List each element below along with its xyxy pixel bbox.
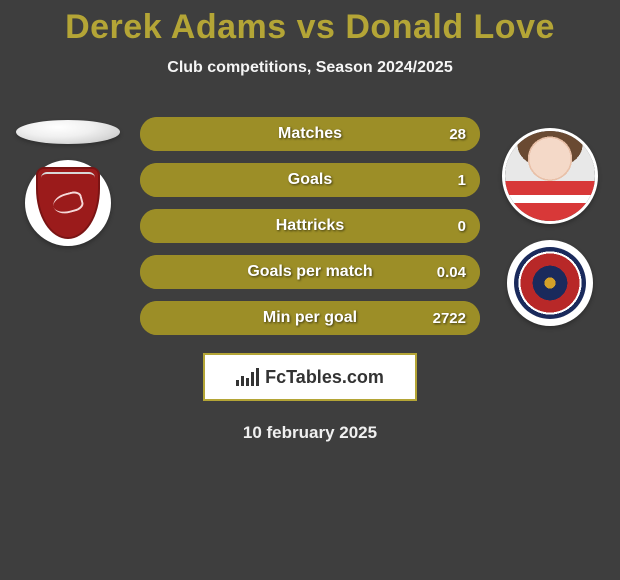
stat-label: Goals: [140, 171, 480, 189]
stat-bar: Min per goal2722: [140, 301, 480, 335]
brand-box[interactable]: FcTables.com: [203, 353, 417, 401]
stat-bar: Matches28: [140, 117, 480, 151]
stat-value-right: 2722: [433, 310, 466, 327]
stat-value-right: 0: [458, 218, 466, 235]
comparison-infographic: Derek Adams vs Donald Love Club competit…: [0, 0, 620, 580]
bar-chart-icon: [236, 368, 259, 386]
stat-bar: Goals per match0.04: [140, 255, 480, 289]
stat-label: Hattricks: [140, 217, 480, 235]
stat-value-right: 28: [449, 126, 466, 143]
stat-bars: Matches28 Goals1 Hattricks0 Goals per match…: [140, 107, 480, 335]
stat-label: Min per goal: [140, 309, 480, 327]
date: 10 february 2025: [0, 423, 620, 443]
page-title: Derek Adams vs Donald Love: [0, 0, 620, 47]
stat-bar: Hattricks0: [140, 209, 480, 243]
stat-value-right: 1: [458, 172, 466, 189]
subtitle: Club competitions, Season 2024/2025: [0, 59, 620, 77]
stat-value-right: 0.04: [437, 264, 466, 281]
stats-row: Matches28 Goals1 Hattricks0 Goals per match…: [0, 107, 620, 335]
stat-label: Goals per match: [140, 263, 480, 281]
stat-bar: Goals1: [140, 163, 480, 197]
brand-text: FcTables.com: [265, 367, 384, 388]
stat-label: Matches: [140, 125, 480, 143]
